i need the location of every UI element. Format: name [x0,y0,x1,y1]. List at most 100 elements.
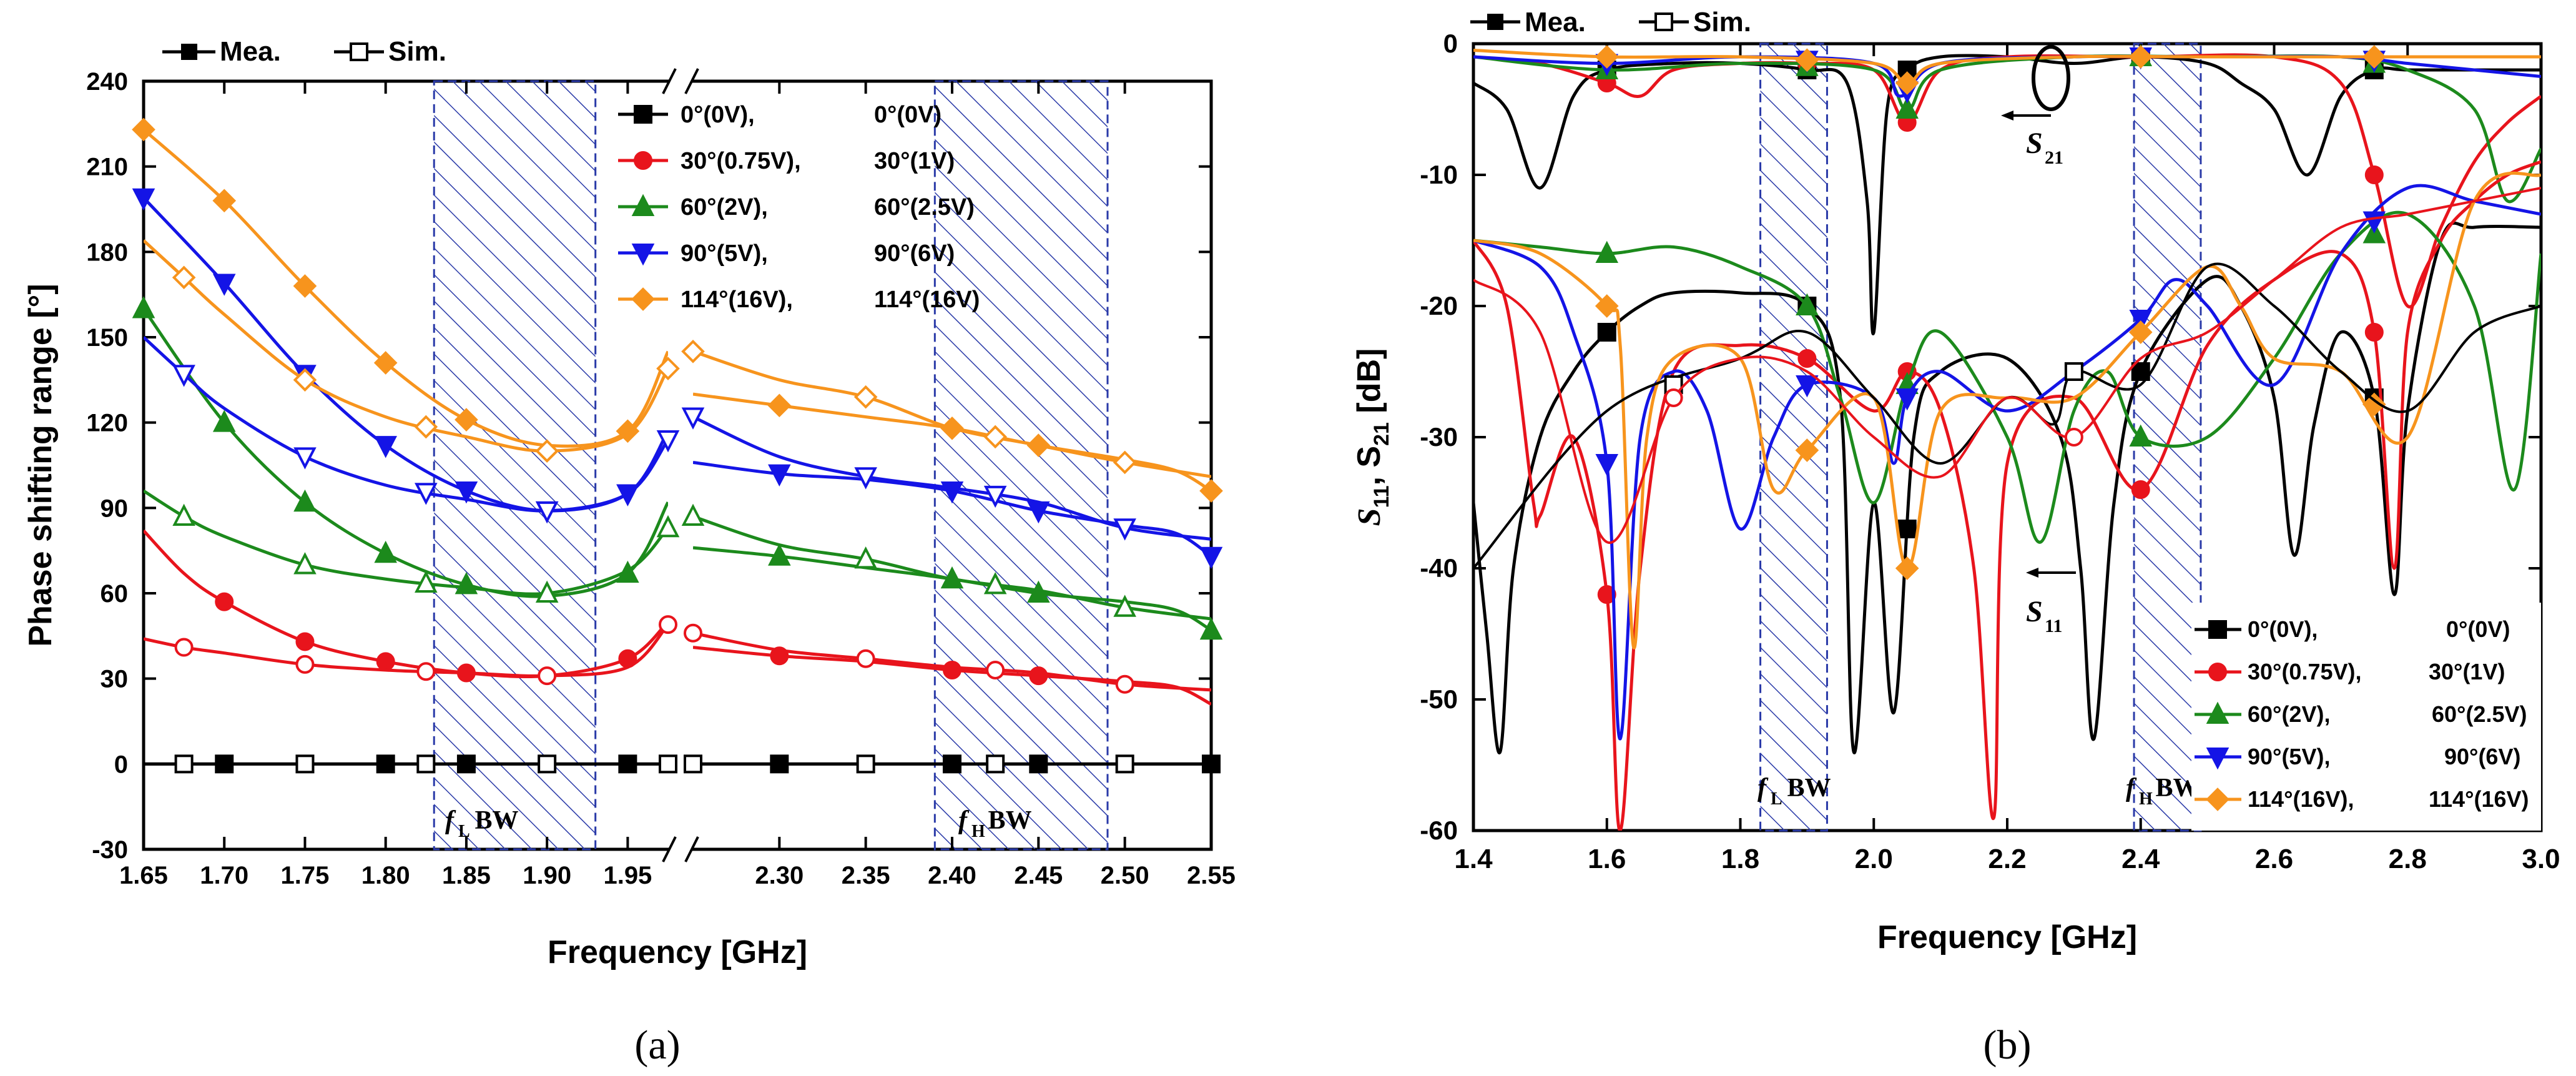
legend-measured-text: 114°(16V), [2248,786,2354,812]
data-point [455,408,478,432]
data-point [681,407,705,430]
panel-a-band-label-high: f H BW [958,806,1032,841]
x-tick-label: 2.8 [2389,844,2427,874]
legend-simulated-text: 60°(2.5V) [874,194,975,220]
band-region [933,80,1109,851]
y-tick-label: 60 [101,580,129,608]
measured-marker-sample [1487,14,1503,30]
panel-b: 0 -10 -20 -30 -40 -50 -601.4 1.6 1.8 2.0 2.2 2.4 2.6… [1351,7,2560,1068]
legend-measured-text: 114°(16V), [681,287,793,313]
legend-marker-sample [634,105,652,124]
y-tick-label: -20 [1420,291,1458,320]
data-point [1113,595,1136,617]
x-tick-label: 1.75 [281,862,330,889]
data-point [659,615,677,634]
data-point [767,393,792,418]
data-point [293,552,317,575]
panel-b-band-label-low: f L BW [1757,774,1831,809]
panel-a-caption: (a) [634,1022,680,1068]
legend-entry: 90°(5V), 90°(6V) [681,240,955,267]
x-tick-label: 1.4 [1454,844,1493,874]
legend-entry: 60°(2V), 60°(2.5V) [2248,701,2527,727]
band-label-text: BW [468,806,519,835]
data-point [768,543,791,566]
legend-simulated-label: Sim. [388,36,446,67]
s11-subscript: 11 [2045,616,2062,636]
series-line [1473,187,2541,544]
data-point [295,632,315,651]
legend-simulated-text: 30°(1V) [2429,659,2505,684]
panel-a-series [132,117,1223,774]
band-label-symbol: f [958,806,970,835]
panel-a-axes: -30 0 30 60 90 120 150 180 210 240 1.65 1.70 1.75 1.8… [86,68,1236,889]
series-60-sim- [144,489,1211,621]
legend-measured-text: 90°(5V), [2248,744,2330,769]
panel-b-band-label-high: f H BW [2126,774,2200,809]
data-point [1895,96,1919,119]
data-point [2129,424,2153,447]
ylabel-s2: , S [1351,446,1387,486]
data-point [856,754,875,774]
y-tick-label: -40 [1420,553,1458,583]
ylabel-s: S [1352,508,1387,526]
y-tick-label: 0 [114,751,128,778]
series-s21-0-mea- [1473,47,2541,335]
data-point [1597,585,1616,604]
data-point [374,540,397,563]
s21-subscript: 21 [2045,147,2063,168]
data-point [1199,546,1223,570]
data-point [684,623,702,643]
panel-a-x-axis-label: Frequency [GHz] [548,934,807,970]
band-label-text: BW [981,806,1032,835]
series-s11-114-mea- [1473,171,2541,649]
x-tick-label: 2.40 [928,862,976,889]
data-point [656,430,680,453]
legend-measured-text: 30°(0.75V), [2248,659,2362,684]
legend-marker-sample [631,244,655,266]
band-label-subscript: L [1771,789,1782,809]
s11-annotation: S 11 [2026,568,2076,636]
data-point [212,274,236,296]
series-s11-60-mea- [1473,210,2541,544]
data-point [684,754,702,774]
data-point [293,489,317,512]
y-tick-label: 180 [86,239,128,266]
svg-text:S11, S21 [dB]: S11, S21 [dB] [1351,348,1394,526]
data-point [2128,320,2153,344]
data-point [1895,388,1919,411]
legend-entry: 0°(0V), 0°(0V) [681,102,941,128]
data-point [538,666,557,686]
legend-simulated-text: 30°(1V) [874,148,955,174]
y-tick-label: -50 [1420,684,1458,714]
data-point [212,410,236,432]
series-line [1473,171,2541,649]
data-point [293,447,317,470]
data-point [293,274,317,298]
data-point [656,357,680,380]
data-point [1029,666,1048,686]
band-label-text: BW [1781,774,1831,802]
legend-measured-text: 90°(5V), [681,240,768,267]
data-point [174,754,194,774]
panel-a-legend: 0°(0V), 0°(0V) 30°(0.75V), 30°(1V) 60°(2… [618,102,980,313]
x-tick-label: 1.90 [523,862,571,889]
data-point [656,515,680,538]
data-point [416,662,436,681]
data-point [854,467,877,490]
data-point [373,351,398,375]
y-tick-label: 120 [86,410,128,437]
data-point [2131,362,2150,381]
data-point [1113,518,1136,541]
data-point [2364,165,2384,184]
band-label-subscript: H [971,822,985,841]
data-point [455,481,478,504]
x-tick-label: 1.70 [200,862,248,889]
legend-marker-sample [2206,787,2229,811]
legend-entry: 0°(0V), 0°(0V) [2248,616,2510,642]
data-point [1597,323,1616,342]
data-point [856,649,875,668]
x-tick-label: 2.45 [1014,862,1063,889]
data-point [1897,520,1917,538]
data-point [1113,450,1137,475]
panel-b-y-axis-label: S11, S21 [dB] [1351,348,1394,526]
